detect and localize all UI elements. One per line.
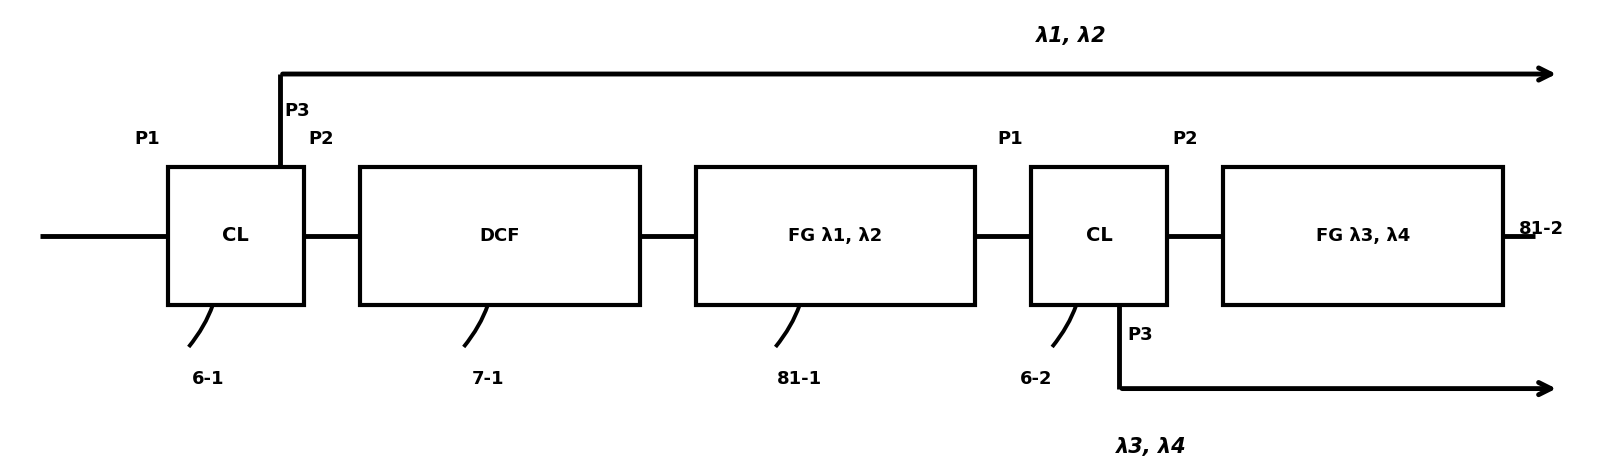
Text: 81-1: 81-1 xyxy=(777,370,822,388)
Text: FG λ3, λ4: FG λ3, λ4 xyxy=(1316,227,1410,245)
Text: CL: CL xyxy=(1086,226,1113,245)
Bar xyxy=(360,167,640,305)
Text: 7-1: 7-1 xyxy=(472,370,504,388)
Text: DCF: DCF xyxy=(480,227,520,245)
Text: λ1, λ2: λ1, λ2 xyxy=(1036,26,1107,46)
Text: 81-2: 81-2 xyxy=(1519,220,1564,238)
Bar xyxy=(1031,167,1167,305)
Text: P3: P3 xyxy=(285,102,310,120)
Text: FG λ1, λ2: FG λ1, λ2 xyxy=(788,227,883,245)
Text: P2: P2 xyxy=(1172,130,1198,148)
Text: P1: P1 xyxy=(998,130,1023,148)
Bar xyxy=(1223,167,1503,305)
Text: λ3, λ4: λ3, λ4 xyxy=(1116,437,1186,457)
Text: P3: P3 xyxy=(1127,326,1153,344)
Bar xyxy=(696,167,975,305)
Text: CL: CL xyxy=(222,226,249,245)
Text: P2: P2 xyxy=(309,130,334,148)
Text: P1: P1 xyxy=(134,130,160,148)
Text: 6-2: 6-2 xyxy=(1020,370,1052,388)
Text: 6-1: 6-1 xyxy=(192,370,224,388)
Bar xyxy=(168,167,304,305)
